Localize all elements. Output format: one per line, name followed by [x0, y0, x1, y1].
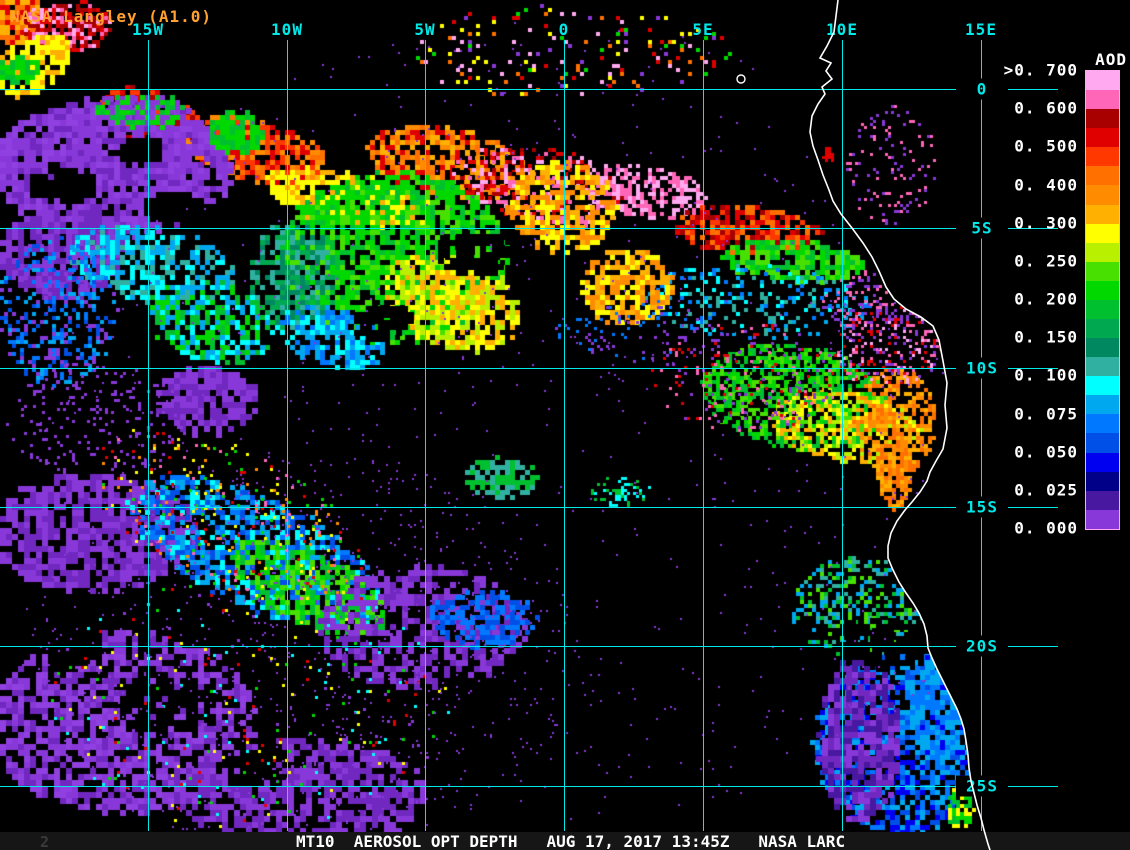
legend-color-step [1086, 242, 1119, 262]
legend-value-label: 0. 000 [1014, 518, 1078, 538]
legend-color-step [1086, 185, 1119, 205]
legend-color-step [1086, 357, 1119, 377]
legend-value-label: 0. 025 [1014, 480, 1078, 500]
status-text: MT10 AEROSOL OPT DEPTH AUG 17, 2017 13:4… [296, 832, 846, 850]
legend-title: AOD [1095, 50, 1127, 69]
legend-value-label: 0. 400 [1014, 175, 1078, 194]
legend-color-step [1086, 166, 1119, 186]
legend-color-step [1086, 147, 1119, 167]
legend-color-step [1086, 414, 1119, 434]
legend-color-step [1086, 395, 1119, 415]
status-bar: 2 MT10 AEROSOL OPT DEPTH AUG 17, 2017 13… [0, 832, 1130, 850]
lat-label-20s: 20S [956, 635, 1008, 657]
legend-color-step [1086, 223, 1119, 243]
legend-color-step [1086, 433, 1119, 453]
lat-label-15s: 15S [956, 496, 1008, 518]
legend-color-step [1086, 261, 1119, 281]
lon-label-5w: 5W [414, 20, 436, 39]
legend-color-step [1086, 109, 1119, 129]
legend-color-step [1086, 452, 1119, 472]
legend-color-step [1086, 71, 1119, 91]
legend-value-label: 0. 250 [1014, 251, 1078, 271]
lon-label-15w: 15W [132, 20, 164, 39]
legend-colorbar [1085, 70, 1120, 530]
legend-color-step [1086, 90, 1119, 110]
legend-color-step [1086, 299, 1119, 320]
legend-color-step [1086, 376, 1119, 396]
credit-label: NASA Langley (A1.0) [10, 7, 213, 26]
legend-value-label: 0. 150 [1014, 327, 1078, 347]
legend-value-label: 0. 100 [1014, 365, 1078, 385]
lon-label-15e: 15E [965, 20, 997, 39]
lat-label-0: 0 [956, 78, 1008, 100]
legend-color-step [1086, 509, 1119, 529]
legend-color-step [1086, 128, 1119, 148]
legend-color-step [1086, 280, 1119, 300]
lon-label-5e: 5E [692, 20, 714, 39]
legend-value-label: 0. 050 [1014, 442, 1078, 462]
lon-label-0: 0 [558, 20, 570, 39]
lat-label-10s: 10S [956, 357, 1008, 379]
frame-counter: 2 [40, 833, 50, 850]
legend-value-label: 0. 600 [1014, 98, 1078, 118]
lat-label-25s: 25S [956, 775, 1008, 797]
legend-value-label: 0. 075 [1014, 404, 1078, 423]
lat-label-5s: 5S [956, 217, 1008, 239]
legend-value-label: 0. 500 [1014, 136, 1078, 156]
legend-value-label: 0. 200 [1014, 289, 1078, 309]
legend-color-step [1086, 471, 1119, 491]
lon-label-10w: 10W [271, 20, 303, 39]
legend-value-label: >0. 700 [1003, 60, 1078, 80]
legend-value-label: 0. 300 [1014, 213, 1078, 233]
legend-color-step [1086, 490, 1119, 510]
legend-color-step [1086, 338, 1119, 358]
legend-color-step [1086, 319, 1119, 339]
legend-color-step [1086, 204, 1119, 224]
lon-label-10e: 10E [826, 20, 858, 39]
